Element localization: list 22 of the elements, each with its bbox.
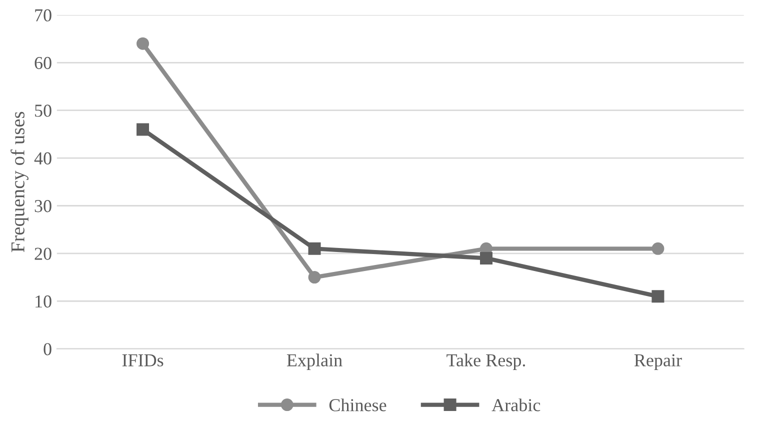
point xyxy=(480,252,492,264)
y-tick-label: 60 xyxy=(34,56,52,70)
y-tick-label: 70 xyxy=(35,9,52,22)
point xyxy=(308,271,321,284)
x-tick-label: IFIDs xyxy=(122,354,164,366)
point xyxy=(308,242,321,255)
point xyxy=(652,242,664,255)
y-tick-label: 30 xyxy=(34,200,52,212)
y-tick-label: 10 xyxy=(36,295,52,308)
point xyxy=(652,290,664,303)
y-tick-label: 20 xyxy=(34,248,52,260)
y-tick-label: 40 xyxy=(34,152,52,164)
y-axis-title: Frequency of uses xyxy=(10,112,28,252)
x-tick-label: Take Resp. xyxy=(446,354,526,370)
point xyxy=(136,37,150,50)
x-tick-label: Repair xyxy=(634,354,682,370)
point xyxy=(136,123,150,136)
y-tick-label: 50 xyxy=(35,104,52,117)
y-tick-label: 0 xyxy=(44,343,52,356)
x-tick-label: Explain xyxy=(286,354,342,370)
legend-label: Arabic xyxy=(492,398,540,412)
legend-label: Chinese xyxy=(329,398,386,412)
